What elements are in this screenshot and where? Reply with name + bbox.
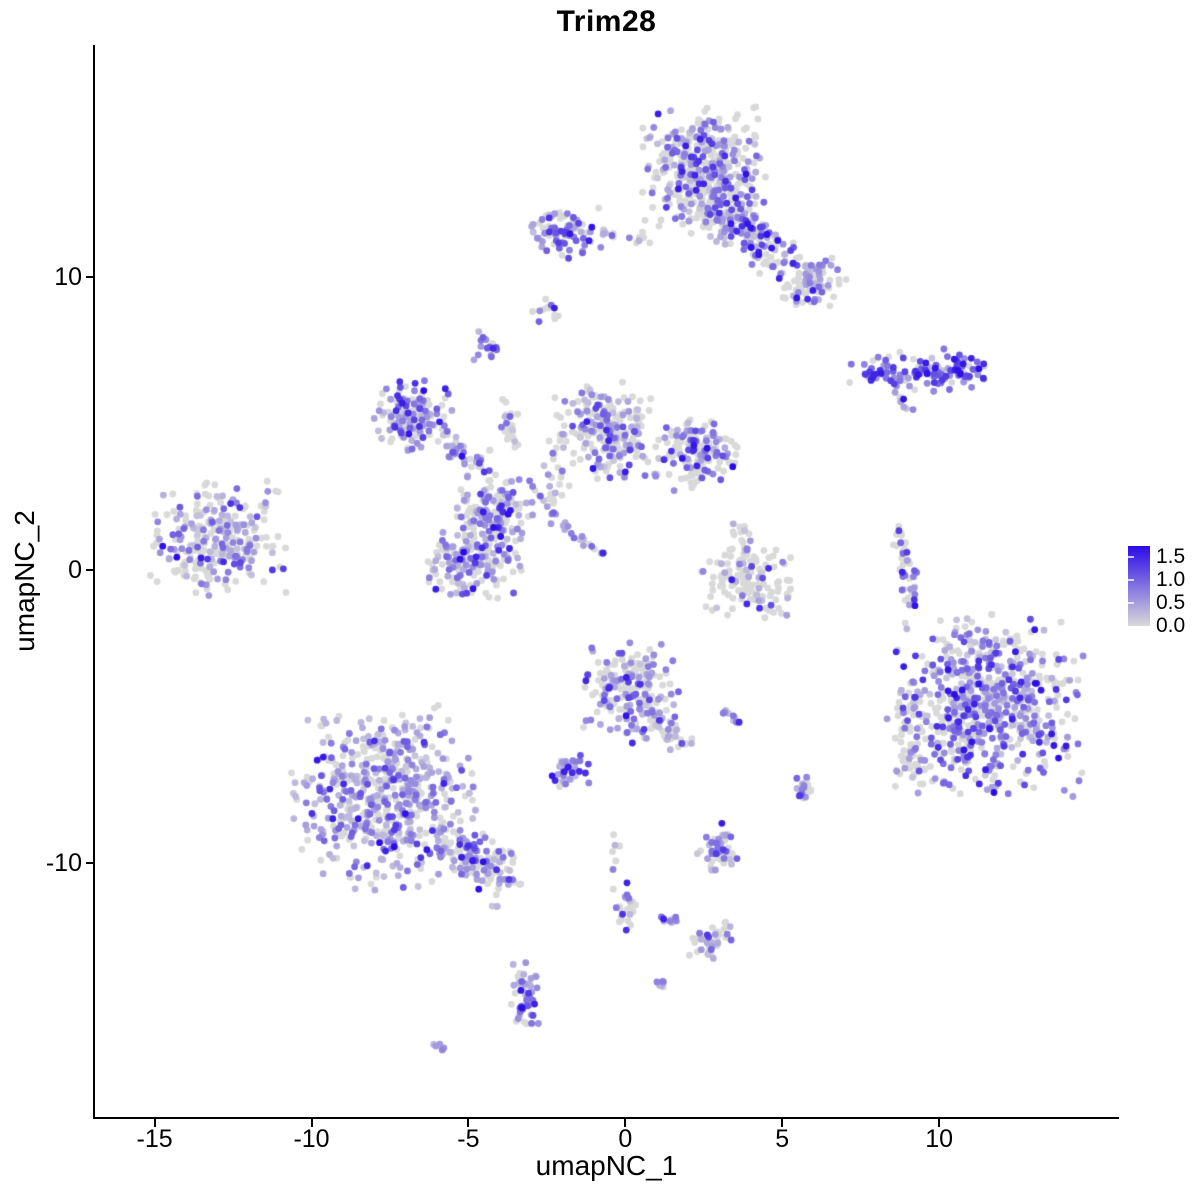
legend-tick-label: 0.5 bbox=[1156, 591, 1186, 615]
y-axis-tick bbox=[86, 568, 94, 571]
x-axis-tick bbox=[467, 1119, 470, 1127]
y-axis-tick bbox=[86, 275, 94, 278]
x-axis-tick-label: -10 bbox=[293, 1125, 330, 1153]
x-axis-tick-label: 10 bbox=[925, 1125, 954, 1153]
y-axis-tick-label: 0 bbox=[68, 555, 82, 584]
x-axis-tick bbox=[938, 1119, 941, 1127]
x-axis-tick bbox=[310, 1119, 313, 1127]
x-axis-tick-label: -15 bbox=[136, 1125, 173, 1153]
legend-tick-label: 1.0 bbox=[1156, 568, 1186, 592]
legend-tick-label: 0.0 bbox=[1156, 614, 1186, 637]
chart-title: Trim28 bbox=[556, 5, 657, 38]
y-axis-title: umapNC_2 bbox=[9, 510, 40, 652]
x-axis-tick bbox=[624, 1119, 627, 1127]
y-axis-tick-label: -10 bbox=[45, 848, 82, 877]
x-axis-tick-label: -5 bbox=[457, 1125, 480, 1153]
x-axis-tick-label: 0 bbox=[618, 1125, 633, 1153]
x-axis-title: umapNC_1 bbox=[535, 1150, 678, 1181]
legend-gradient-bar bbox=[1128, 546, 1150, 626]
y-axis-tick-label: 10 bbox=[54, 262, 82, 291]
x-axis-tick bbox=[153, 1119, 156, 1127]
legend-tick-dash bbox=[1128, 602, 1134, 605]
legend-tick-dash bbox=[1128, 579, 1134, 582]
legend-tick-dash bbox=[1128, 556, 1134, 559]
y-axis-line bbox=[93, 45, 95, 1119]
x-axis-tick-label: 5 bbox=[775, 1125, 790, 1153]
x-axis-tick bbox=[781, 1119, 784, 1127]
legend-tick-label: 1.5 bbox=[1156, 545, 1186, 569]
x-axis-line bbox=[93, 1117, 1119, 1119]
y-axis-tick bbox=[86, 861, 94, 864]
